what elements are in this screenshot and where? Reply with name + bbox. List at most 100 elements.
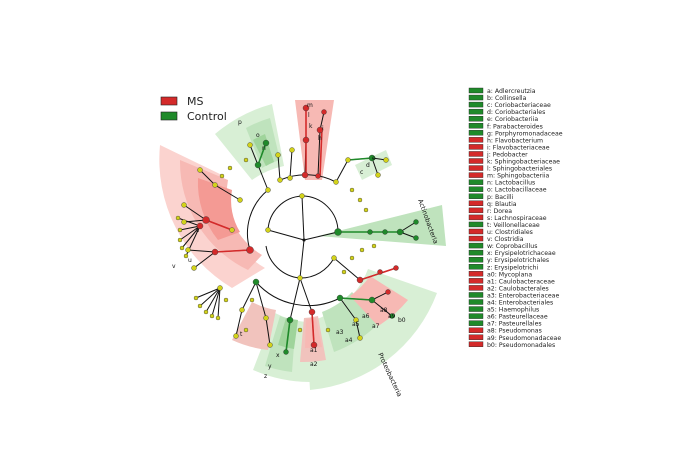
tree-node bbox=[336, 294, 344, 302]
taxa-legend-label: z: Erysipelotrichi bbox=[487, 264, 539, 271]
taxa-legend-label: a1: Caulobacteraceae bbox=[487, 278, 555, 285]
taxa-legend-swatch bbox=[468, 130, 484, 136]
tree-node bbox=[252, 278, 260, 286]
clade-label-t: t bbox=[240, 331, 243, 338]
tree-node bbox=[302, 238, 306, 242]
tree-node bbox=[383, 157, 389, 163]
nodes bbox=[175, 104, 419, 355]
tree-node bbox=[315, 173, 321, 179]
tree-node bbox=[246, 246, 254, 254]
tree-node bbox=[243, 157, 249, 163]
taxa-legend-label: a0: Mycoplana bbox=[487, 271, 532, 278]
clade-label-a5: a5 bbox=[352, 321, 360, 328]
tree-node bbox=[375, 172, 381, 178]
taxa-legend-label: c: Coriobacteriaceae bbox=[487, 102, 551, 109]
tree-node bbox=[393, 265, 399, 271]
taxa-legend-label: a2: Caulobacterales bbox=[487, 285, 549, 292]
clade-label-a9: a9 bbox=[388, 313, 396, 320]
clade-label-e: e bbox=[372, 155, 376, 162]
tree-node bbox=[382, 229, 388, 235]
tree-node bbox=[275, 152, 281, 158]
tree-node bbox=[331, 255, 337, 261]
clade-label-s: s bbox=[196, 227, 199, 234]
tree-node bbox=[341, 269, 347, 275]
tree-node bbox=[223, 297, 229, 303]
taxa-legend-swatch bbox=[468, 306, 484, 312]
taxa-legend-swatch bbox=[468, 101, 484, 108]
taxa-legend-label: s: Lachnospiraceae bbox=[487, 215, 547, 222]
taxa-legend-swatch bbox=[468, 123, 484, 129]
tree-node bbox=[413, 219, 419, 225]
taxa-legend-swatch bbox=[468, 235, 484, 242]
tree-node bbox=[212, 182, 218, 188]
tree-node bbox=[297, 327, 303, 333]
group-legend: MS Control bbox=[160, 95, 227, 123]
taxa-legend-swatch bbox=[468, 172, 484, 178]
tree-node bbox=[179, 245, 185, 251]
clade-label-z: z bbox=[264, 373, 267, 380]
taxa-legend-swatch bbox=[468, 193, 484, 199]
clade-label-y: y bbox=[268, 363, 272, 370]
tree-node bbox=[283, 349, 289, 355]
taxa-legend-swatch bbox=[468, 94, 484, 101]
sector-e bbox=[355, 150, 392, 180]
taxa-legend-swatch bbox=[468, 292, 484, 298]
tree-node bbox=[196, 222, 204, 230]
taxa-legend-label: l: Sphingobacteriales bbox=[487, 166, 552, 173]
tree-node bbox=[302, 136, 310, 144]
taxa-legend-swatch bbox=[468, 242, 484, 249]
tree-node bbox=[211, 248, 219, 256]
sector-m bbox=[295, 100, 334, 180]
taxa-legend-label: e: Coriobacteriia bbox=[487, 116, 538, 123]
tree-node bbox=[368, 296, 376, 304]
taxa-legend-swatch bbox=[468, 207, 484, 214]
tree-node bbox=[357, 335, 363, 341]
tree-node bbox=[233, 333, 239, 339]
clade-label-a1: a1 bbox=[310, 347, 318, 354]
taxa-legend-label: t: Veillonellaceae bbox=[487, 222, 540, 229]
tree-node bbox=[367, 229, 373, 235]
clade-label-b0: b0 bbox=[398, 317, 406, 324]
taxa-legend-swatch bbox=[468, 257, 484, 263]
tree-node bbox=[209, 313, 215, 319]
taxa-legend-swatch bbox=[468, 221, 484, 228]
taxa-legend-label: a3: Enterobacteriaceae bbox=[487, 292, 559, 299]
taxa-legend-swatch bbox=[468, 249, 484, 256]
tree-node bbox=[396, 228, 404, 236]
clade-labels: p o n m l k i h e d c v u s t x y z a2 a… bbox=[172, 102, 406, 380]
taxa-legend-label: m: Sphingobacteriia bbox=[487, 173, 550, 180]
legend-swatch-ms bbox=[160, 96, 178, 106]
taxa-legend-label: n: Lactobacillus bbox=[487, 180, 535, 187]
tree-node bbox=[310, 341, 318, 349]
taxa-legend-label: a7: Pasteurellales bbox=[487, 321, 542, 328]
taxa-legend-label: k: Sphingobacteriaceae bbox=[487, 159, 560, 166]
highlight-branches bbox=[205, 110, 404, 353]
tree-node bbox=[359, 247, 365, 253]
taxa-legend-label: d: Coriobacteriales bbox=[487, 109, 545, 116]
taxa-legend-label: b0: Pseudomonadales bbox=[487, 342, 555, 349]
taxa-legend-label: a6: Pasteurellaceae bbox=[487, 314, 548, 321]
tree-node bbox=[353, 317, 359, 323]
clade-label-a7: a7 bbox=[372, 323, 380, 330]
legend-label-control: Control bbox=[187, 110, 227, 123]
mid-shading bbox=[179, 118, 408, 372]
clade-label-a8: a8 bbox=[380, 307, 388, 314]
clade-label-n: n bbox=[262, 145, 266, 152]
tree-node bbox=[334, 228, 342, 236]
taxa-legend-label: a9: Pseudomonadaceae bbox=[487, 335, 561, 342]
tree-node bbox=[197, 303, 203, 309]
taxa-legend-swatch bbox=[468, 228, 484, 235]
clade-label-k: k bbox=[309, 123, 313, 130]
tree-node bbox=[413, 235, 419, 241]
taxa-legend-label: v: Clostridia bbox=[487, 236, 524, 243]
tree-node bbox=[385, 289, 391, 295]
tree-node bbox=[265, 187, 271, 193]
tree-node bbox=[203, 309, 209, 315]
clade-label-a4: a4 bbox=[345, 337, 353, 344]
tree-node bbox=[177, 237, 183, 243]
tree-node bbox=[286, 316, 294, 324]
tree-node bbox=[349, 255, 355, 261]
tree-node bbox=[333, 179, 339, 185]
tree-node bbox=[181, 202, 187, 208]
